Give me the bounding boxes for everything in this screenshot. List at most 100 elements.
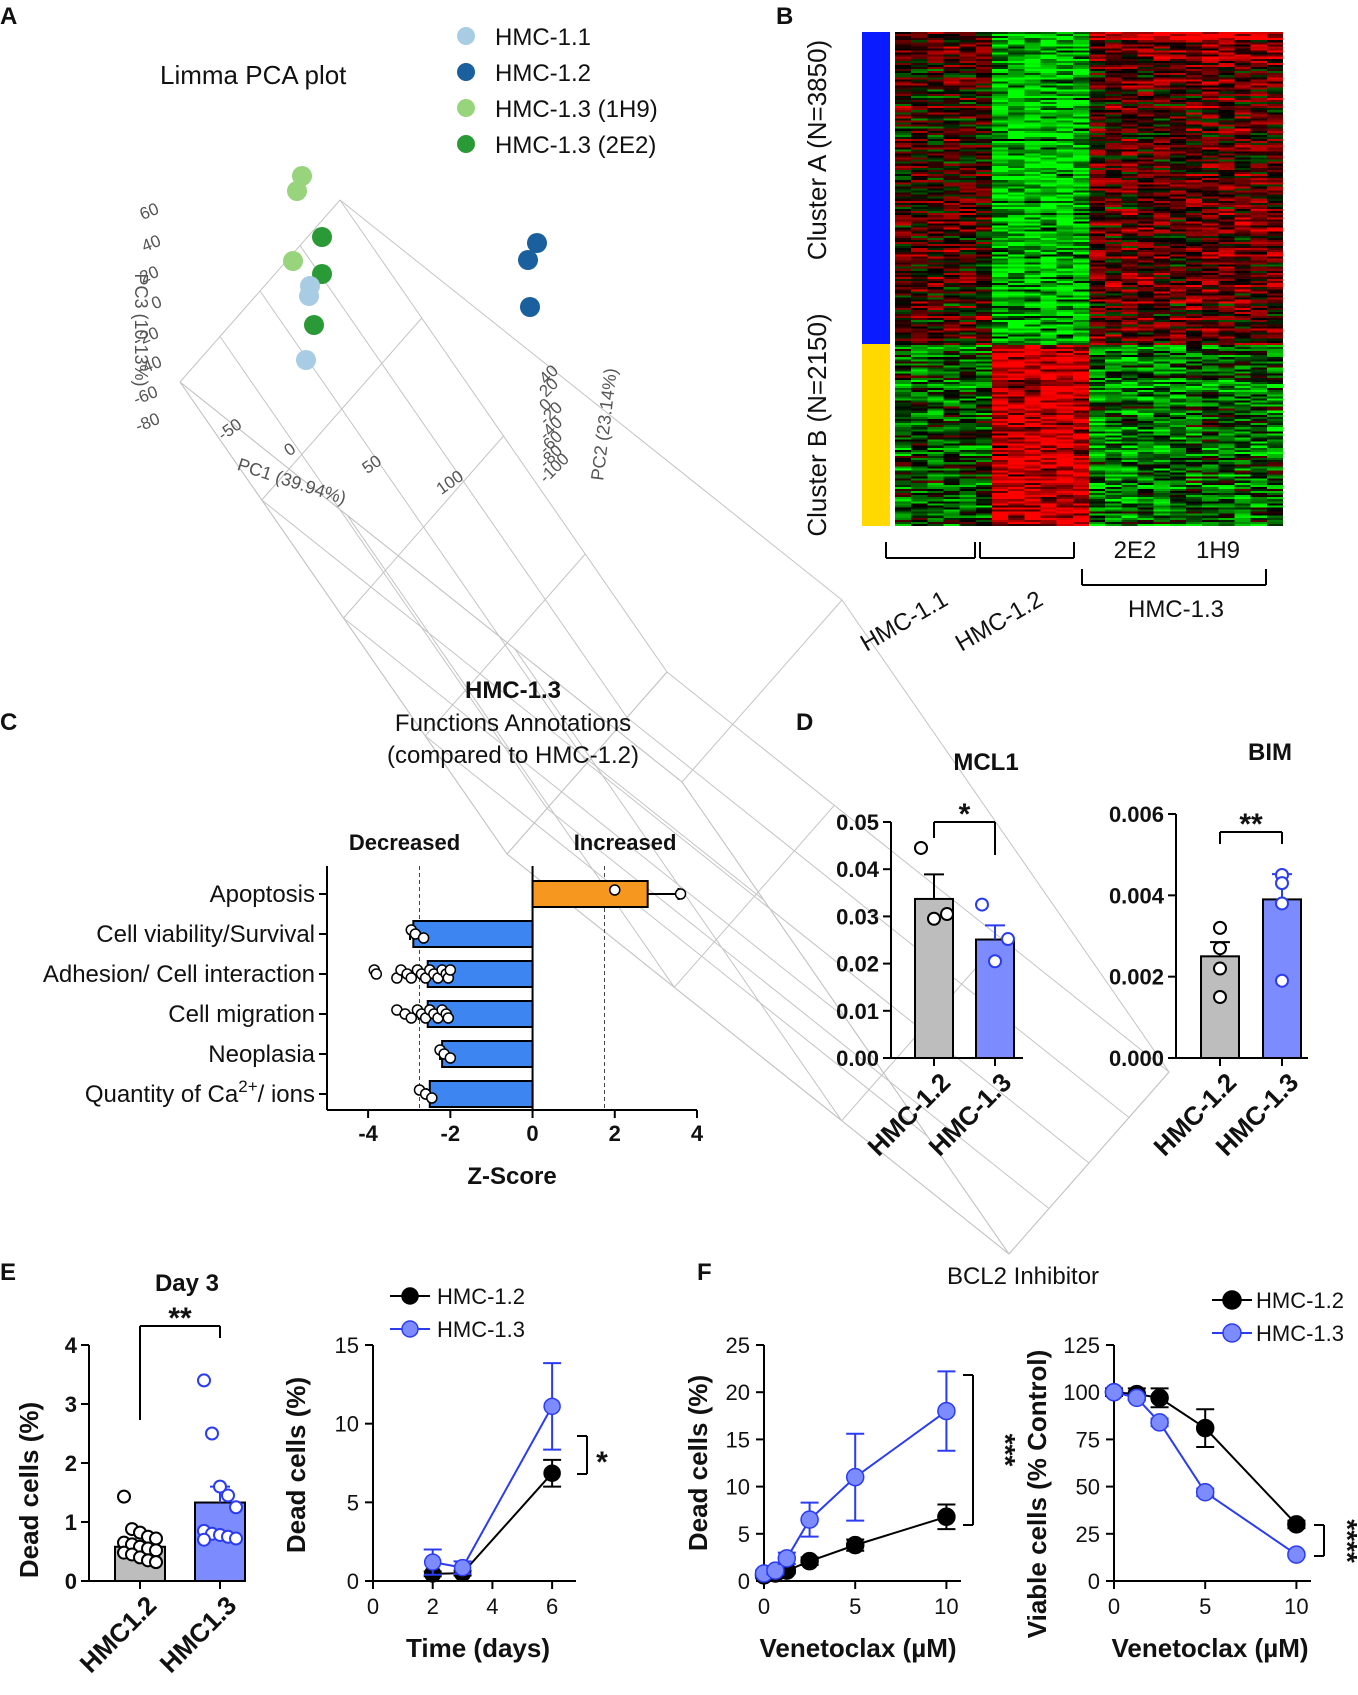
category-label-part: Quantity of Ca [85,1081,239,1108]
y-tick-label: 25 [1076,1522,1100,1547]
chart-subtitle: Functions Annotations [395,710,631,737]
y-tick-label: 1 [65,1510,77,1535]
data-point [444,964,457,976]
y-tick-label: 0.04 [836,857,880,882]
chart-title: Limma PCA plot [160,60,347,90]
panel-d: DMCL10.000.010.020.030.040.05HMC-1.2HMC-… [796,709,1308,1162]
grid-line [841,599,1170,1073]
series-point [453,1558,472,1577]
legend-label: HMC-1.3 (2E2) [495,132,656,159]
panel-letter: B [776,3,793,30]
x-tick-label: 5 [849,1594,861,1619]
scatter-point [527,233,547,253]
series-point [1287,1515,1306,1534]
bar [441,1040,534,1068]
category-label: Apoptosis [210,881,315,908]
grid-line [546,808,1050,1209]
x-tick-label: 0 [526,1121,538,1146]
series-point [937,1401,956,1421]
data-point [370,968,383,980]
x-tick-label: 2 [427,1594,439,1619]
data-point [927,911,941,926]
data-point [197,1373,211,1388]
chart-title: Day 3 [155,1270,219,1297]
data-point [442,1012,455,1024]
y-tick-label: 50 [1076,1475,1100,1500]
panel-letter: C [0,709,17,736]
increased-header: Increased [574,830,677,855]
series-point [423,1553,442,1571]
bar [412,920,534,948]
legend-label: HMC-1.3 [1256,1321,1344,1346]
y-tick-label: 0 [1088,1569,1100,1594]
category-label: Cell viability/Survival [96,921,315,948]
panel-letter: D [796,709,813,736]
scatter-point [296,350,316,370]
category-label: Adhesion/ Cell interaction [43,961,315,988]
data-point [1275,973,1289,988]
z-axis-title: PC3 (10.13%) [131,273,151,386]
legend-marker [457,135,475,153]
y-tick-label: 75 [1076,1427,1100,1452]
grid-line [506,671,668,855]
y-tick-label: 5 [347,1490,359,1515]
legend-marker [401,1320,419,1338]
scatter-point [299,286,319,306]
data-point [1001,932,1015,947]
y-tick-label: 0 [347,1569,359,1594]
x-tick-label: 50 [359,451,385,477]
data-point [229,1500,243,1515]
y-axis-title: Dead cells (%) [683,1375,713,1551]
chart-subtitle: (compared to HMC-1.2) [387,742,639,769]
series-point [1150,1413,1169,1432]
decreased-header: Decreased [349,830,460,855]
panel-c: C HMC-1.3 Functions Annotations (compared t… [0,677,704,1190]
x-tick-label: 5 [1199,1594,1211,1619]
data-point [213,1479,227,1494]
x-tick-label: 4 [486,1594,498,1619]
series-point [1195,1483,1215,1502]
grid-line [346,515,675,988]
grid-line [626,717,1130,1118]
y-tick-label: 0.006 [1109,802,1164,827]
grid-line [681,599,843,783]
x-tick-label: -4 [358,1121,378,1146]
legend-label: HMC-1.2 [437,1284,525,1309]
y-tick-label: 0 [738,1569,750,1594]
data-point [1275,896,1289,911]
legend-label: HMC-1.3 [437,1317,525,1342]
y-tick-label: 4 [65,1333,78,1358]
data-point [1213,920,1227,935]
grid-line [514,648,843,1121]
y-tick-label: 3 [65,1392,77,1417]
data-point [1213,941,1227,956]
category-label-part: / ions [258,1081,315,1108]
y-axis-title: Dead cells (%) [281,1377,311,1553]
series-point [543,1397,561,1416]
y-tick-label: 0.05 [836,810,879,835]
y-tick-label: 25 [726,1333,750,1358]
x-tick-label: 2 [609,1121,621,1146]
significance-label: **** [1332,1519,1358,1563]
data-point [1213,961,1227,976]
grid-line [506,853,1010,1255]
series-point [800,1551,819,1571]
x-tick-label: 0 [281,439,300,460]
x-tick-label: 0 [1108,1594,1120,1619]
grid-line [261,499,765,901]
legend-marker [457,63,475,81]
x-axis-title: Time (days) [406,1633,550,1663]
x-axis-title: PC1 (39.94%) [235,454,349,508]
grid-line [343,617,846,1019]
series-point [1127,1388,1147,1408]
x-tick-label: 0 [758,1594,770,1619]
y-tick-label: 0.01 [836,999,879,1024]
column-label: HMC-1.1 [856,586,953,657]
grid-line [673,805,835,988]
column-label: HMC-1.3 [1128,596,1224,623]
x-tick-label: HMC1.3 [154,1590,243,1679]
legend-marker [401,1287,419,1305]
